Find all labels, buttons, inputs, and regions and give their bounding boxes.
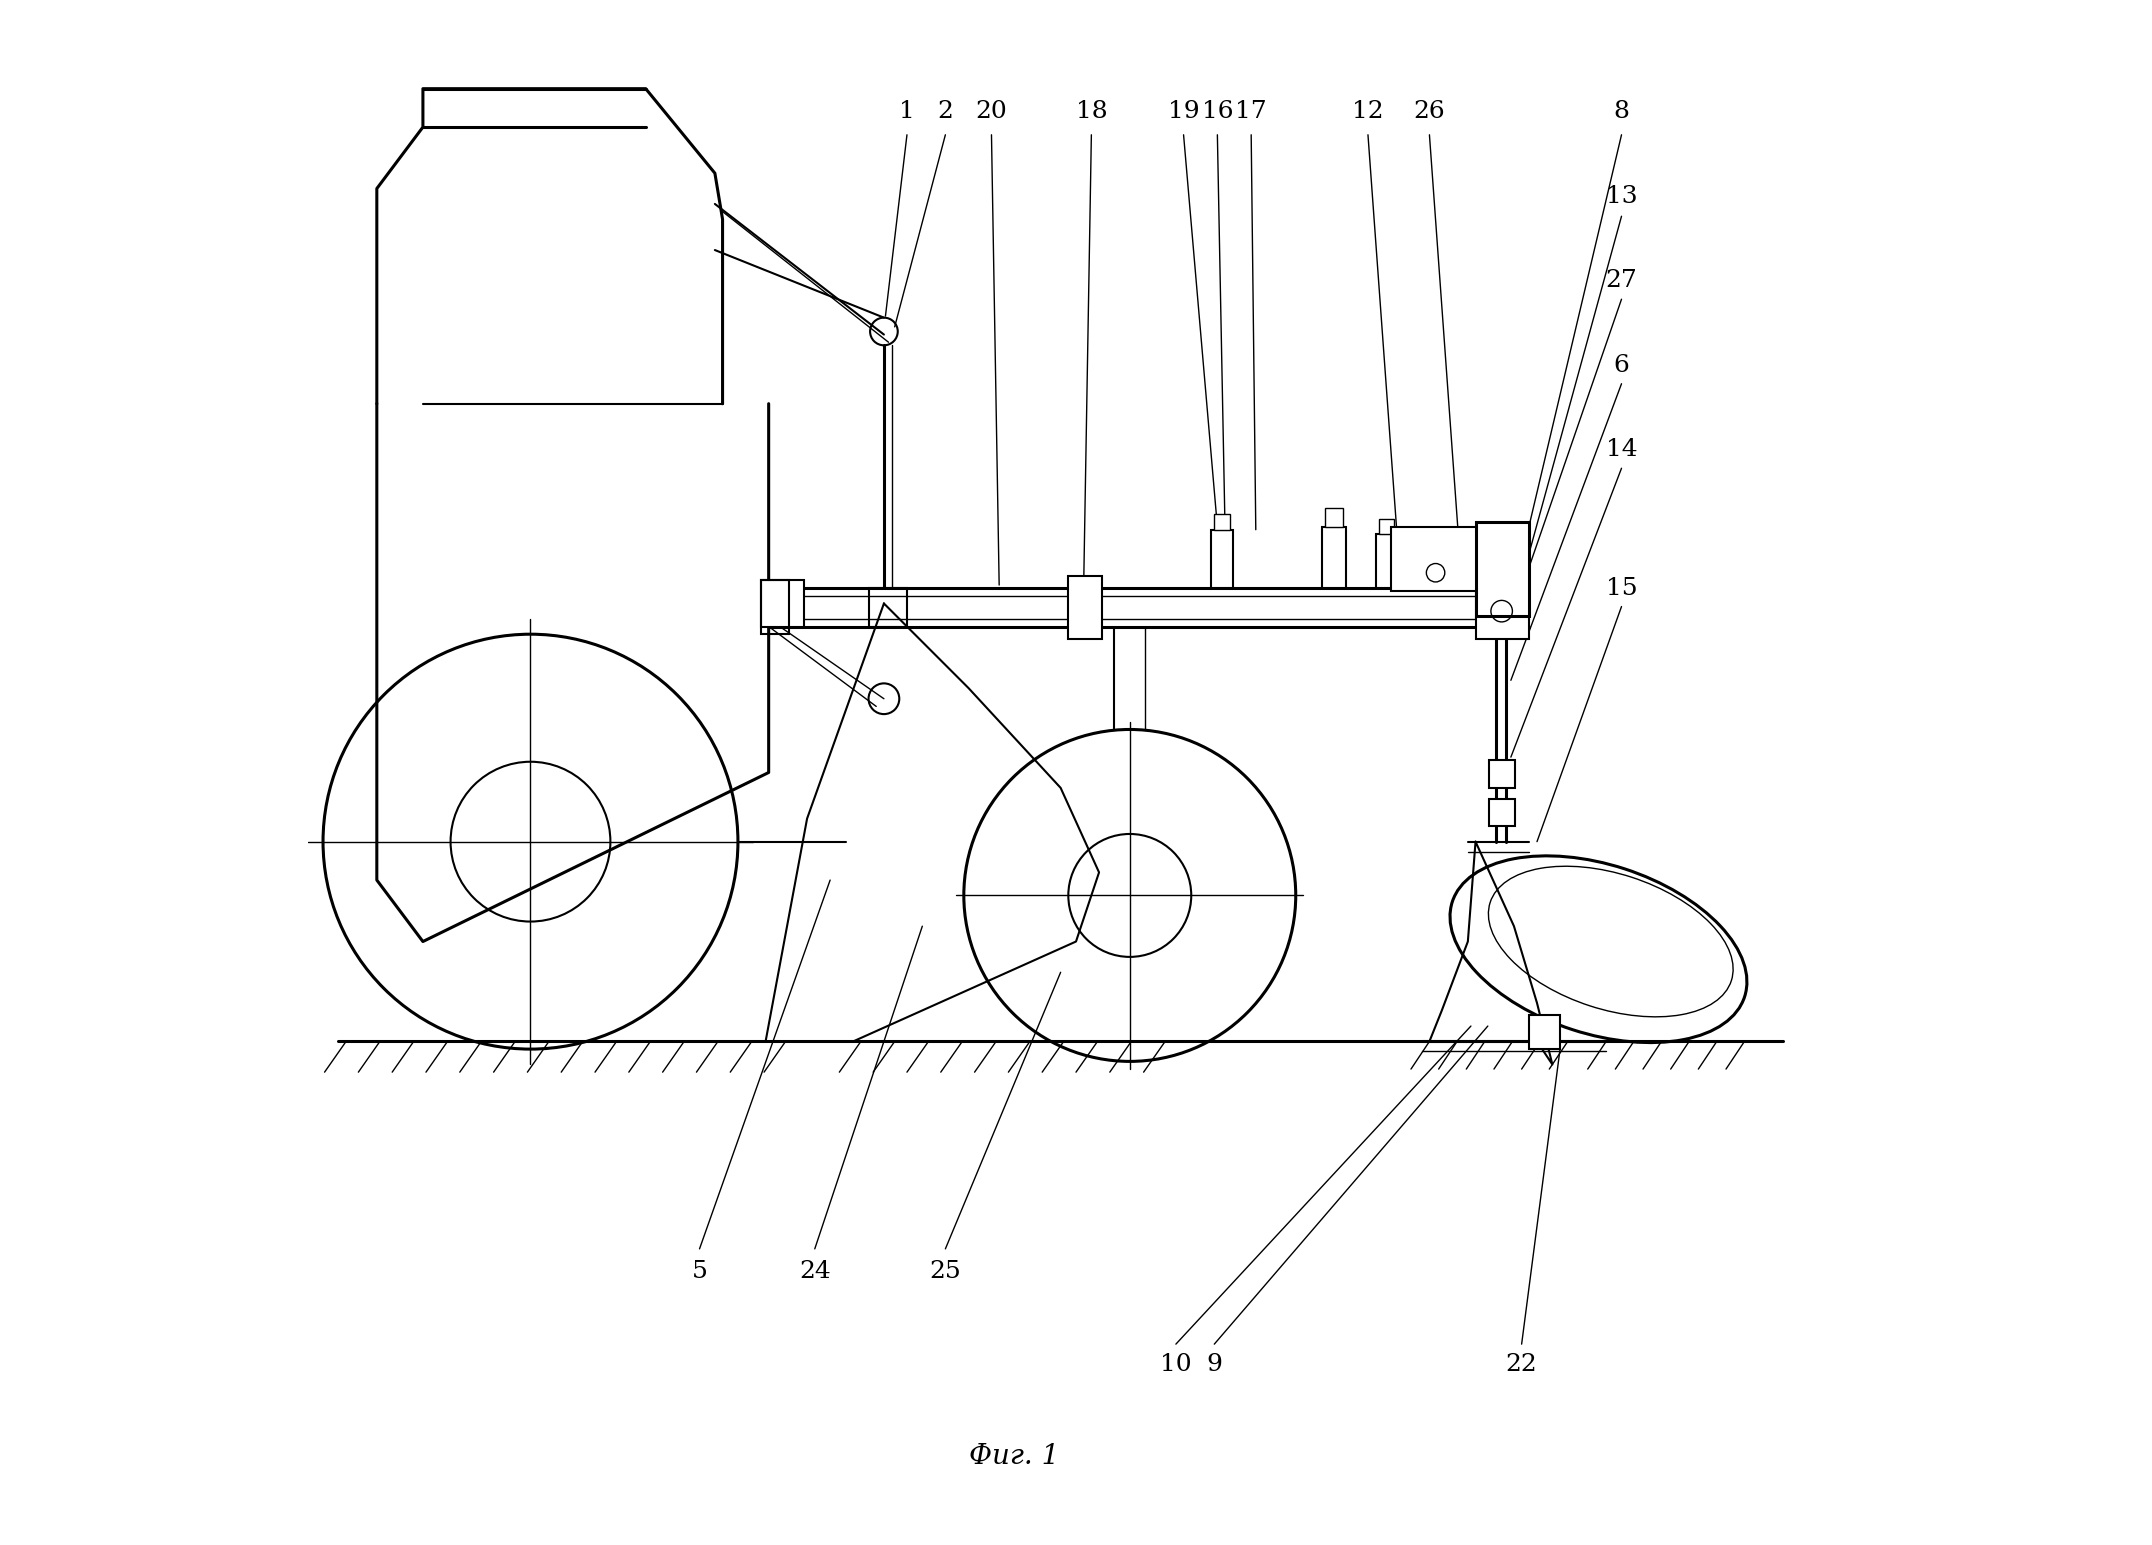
Text: 22: 22 xyxy=(1506,1352,1537,1375)
Bar xyxy=(762,581,805,627)
Bar xyxy=(869,589,906,627)
Text: 6: 6 xyxy=(1614,354,1629,377)
Text: 17: 17 xyxy=(1235,100,1268,124)
Text: Фиг. 1: Фиг. 1 xyxy=(968,1443,1059,1469)
Text: 19: 19 xyxy=(1169,100,1199,124)
Bar xyxy=(1212,530,1233,589)
Text: 5: 5 xyxy=(691,1261,708,1284)
Bar xyxy=(1375,535,1397,589)
Text: 27: 27 xyxy=(1605,269,1638,292)
Bar xyxy=(1326,508,1343,527)
Text: 2: 2 xyxy=(938,100,953,124)
Bar xyxy=(1489,760,1515,788)
Bar xyxy=(1379,519,1394,535)
Text: 1: 1 xyxy=(900,100,915,124)
Text: 25: 25 xyxy=(930,1261,962,1284)
Bar xyxy=(1067,576,1102,638)
Bar xyxy=(1214,514,1229,530)
Bar xyxy=(1390,527,1481,592)
Text: 18: 18 xyxy=(1076,100,1106,124)
Bar xyxy=(1530,1015,1560,1049)
Text: 8: 8 xyxy=(1614,100,1629,124)
Bar xyxy=(1321,527,1347,589)
Bar xyxy=(1476,576,1530,638)
Text: 26: 26 xyxy=(1414,100,1446,124)
Bar xyxy=(762,581,788,633)
Text: 14: 14 xyxy=(1605,439,1638,462)
Text: 13: 13 xyxy=(1605,185,1638,207)
Bar xyxy=(1489,799,1515,827)
Text: 15: 15 xyxy=(1605,576,1638,599)
Bar xyxy=(1476,522,1530,616)
Text: 10: 10 xyxy=(1160,1352,1192,1375)
Text: 20: 20 xyxy=(975,100,1007,124)
Text: 16: 16 xyxy=(1201,100,1233,124)
Text: 9: 9 xyxy=(1207,1352,1222,1375)
Text: 24: 24 xyxy=(798,1261,831,1284)
Text: 12: 12 xyxy=(1351,100,1384,124)
